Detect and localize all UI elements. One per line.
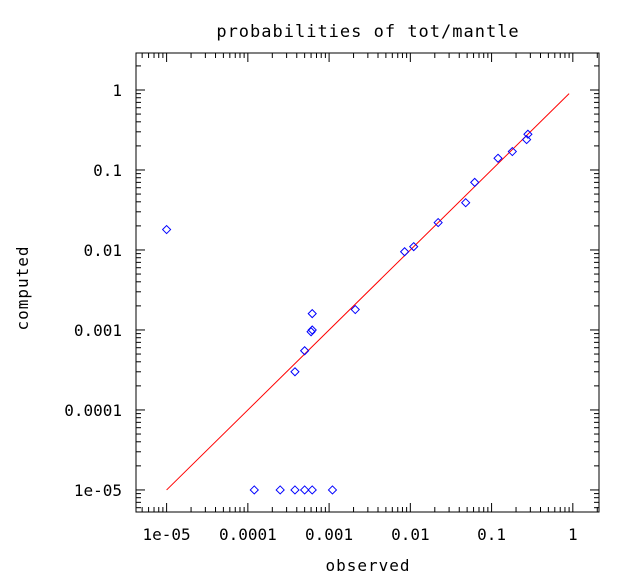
x-tick-label: 0.001 (305, 525, 353, 544)
data-point (399, 247, 410, 257)
y-tick-label: 0.01 (83, 241, 122, 260)
data-points-group (161, 129, 533, 495)
data-point (460, 197, 471, 208)
data-point (275, 485, 285, 495)
axis-ticks: 1e-05 0.0001 0.001 0.01 0.1 1 1e-05 0.0001 0.001… (64, 53, 599, 544)
y-tick-label: 0.001 (74, 321, 122, 340)
x-axis-label: observed (325, 556, 410, 575)
data-point (290, 367, 300, 377)
reference-line (166, 93, 570, 491)
y-tick-label: 1 (112, 81, 122, 100)
data-point (470, 177, 480, 188)
data-point (299, 346, 310, 356)
data-point (161, 224, 172, 235)
data-point (307, 325, 317, 335)
y-tick-label: 1e-05 (74, 481, 122, 500)
x-tick-label: 0.01 (391, 525, 430, 544)
data-point (433, 217, 443, 228)
data-point (307, 308, 317, 319)
data-point (290, 485, 300, 495)
data-point (523, 129, 533, 139)
data-point (521, 134, 532, 145)
data-point (307, 485, 317, 495)
y-tick-label: 0.1 (93, 161, 122, 180)
x-tick-label: 1e-05 (143, 525, 191, 544)
x-tick-label: 0.1 (477, 525, 506, 544)
data-point (408, 241, 419, 252)
data-point (350, 304, 360, 315)
y-axis-label: computed (13, 245, 32, 330)
y-tick-label: 0.0001 (64, 401, 122, 420)
plot-frame (135, 52, 600, 513)
chart-title: probabilities of tot/mantle (216, 22, 519, 42)
data-point (493, 153, 503, 163)
x-tick-label: 1 (568, 525, 578, 544)
data-point (327, 485, 338, 495)
reference-line-group (166, 93, 570, 491)
data-point (249, 485, 259, 495)
data-point (507, 146, 518, 157)
x-tick-label: 0.0001 (219, 525, 277, 544)
data-point (299, 485, 310, 495)
